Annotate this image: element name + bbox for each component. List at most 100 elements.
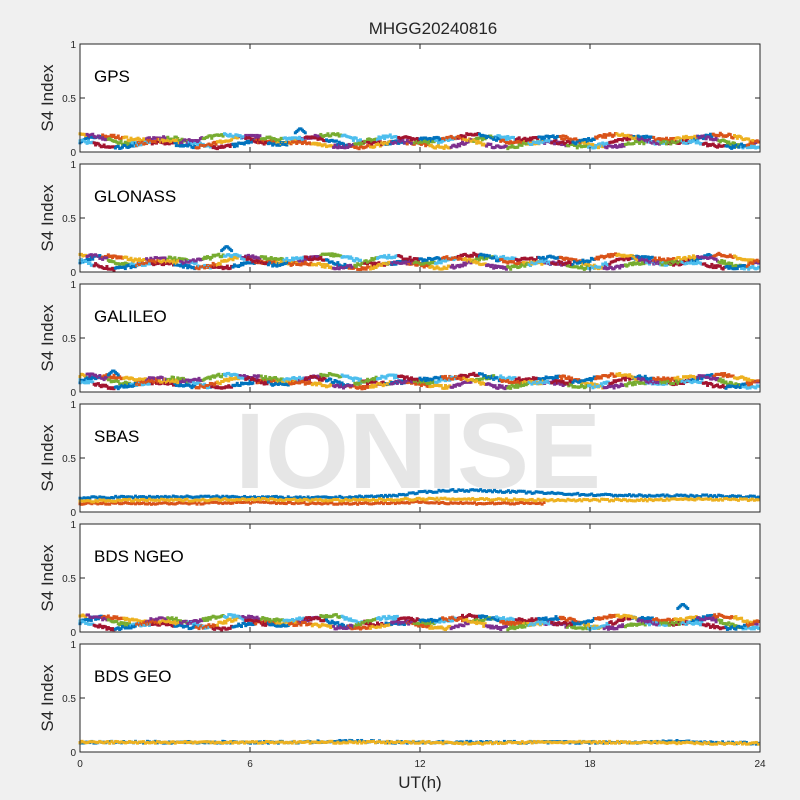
data-point: [197, 495, 201, 499]
data-point: [360, 501, 364, 505]
data-point: [174, 144, 178, 148]
data-point: [150, 137, 154, 141]
data-point: [333, 143, 337, 147]
data-point: [147, 494, 151, 498]
data-point: [475, 502, 479, 506]
data-point: [718, 264, 722, 268]
data-point: [462, 261, 466, 265]
data-point: [101, 145, 105, 149]
data-point: [262, 500, 266, 504]
data-point: [319, 262, 323, 266]
data-point: [161, 501, 165, 505]
data-point: [372, 502, 376, 506]
data-point: [590, 492, 594, 496]
data-point: [319, 372, 323, 376]
data-point: [696, 378, 700, 382]
data-point: [228, 266, 232, 270]
data-point: [360, 495, 364, 499]
data-point: [239, 496, 243, 500]
data-point: [207, 255, 211, 259]
data-point: [208, 145, 212, 149]
data-point: [238, 384, 242, 388]
data-point: [195, 495, 199, 499]
data-point: [673, 494, 677, 498]
data-point: [632, 141, 636, 145]
data-point: [102, 374, 106, 378]
data-point: [757, 265, 761, 269]
data-point: [487, 254, 491, 258]
data-point: [591, 143, 595, 147]
data-point: [502, 501, 506, 505]
data-point: [463, 489, 467, 493]
data-point: [204, 256, 208, 260]
data-point: [493, 264, 497, 268]
data-point: [530, 378, 534, 382]
data-point: [619, 378, 623, 382]
data-point: [594, 494, 598, 498]
data-point: [589, 139, 593, 143]
data-point: [342, 142, 345, 146]
data-point: [132, 501, 136, 505]
data-point: [383, 136, 387, 140]
data-point: [571, 263, 575, 267]
data-point: [485, 257, 489, 261]
data-point: [503, 135, 507, 139]
data-point: [547, 260, 551, 264]
data-point: [656, 260, 660, 264]
data-point: [100, 495, 104, 499]
data-point: [139, 495, 143, 499]
data-point: [294, 500, 298, 504]
data-point: [633, 382, 637, 386]
data-point: [255, 376, 259, 380]
data-point: [235, 256, 239, 260]
data-point: [633, 494, 637, 498]
data-point: [679, 381, 683, 385]
data-point: [326, 132, 330, 136]
data-point: [224, 266, 228, 270]
data-point: [87, 372, 90, 376]
data-point: [326, 495, 330, 499]
data-point: [564, 141, 568, 145]
data-point: [463, 263, 467, 267]
data-point: [471, 501, 475, 505]
data-point: [166, 135, 170, 139]
data-point: [519, 258, 523, 262]
data-point: [350, 495, 354, 499]
data-point: [565, 256, 569, 260]
data-point: [319, 382, 323, 386]
data-point: [356, 502, 360, 506]
data-point: [364, 494, 368, 498]
data-point: [411, 491, 415, 495]
data-point: [320, 502, 324, 506]
data-point: [677, 493, 681, 497]
data-point: [266, 263, 270, 267]
data-point: [447, 502, 451, 506]
data-point: [282, 501, 286, 505]
data-point: [138, 257, 141, 261]
data-point: [693, 257, 697, 261]
data-point: [584, 385, 588, 389]
data-point: [159, 501, 163, 505]
data-point: [510, 489, 514, 493]
data-point: [633, 136, 637, 140]
data-point: [149, 256, 153, 260]
data-point: [316, 501, 320, 505]
data-point: [105, 256, 109, 260]
data-point: [575, 146, 579, 150]
data-point: [275, 264, 279, 268]
data-point: [194, 261, 198, 265]
data-point: [651, 494, 655, 498]
data-point: [719, 494, 723, 498]
data-point: [91, 132, 95, 136]
data-point: [381, 134, 385, 138]
data-point: [754, 386, 758, 390]
data-point: [516, 139, 520, 143]
data-point: [309, 261, 313, 265]
data-point: [351, 378, 355, 382]
data-point: [318, 495, 322, 499]
data-point: [568, 261, 572, 265]
data-point: [155, 377, 158, 381]
data-point: [218, 382, 222, 386]
data-point: [254, 136, 258, 140]
data-point: [558, 491, 562, 495]
